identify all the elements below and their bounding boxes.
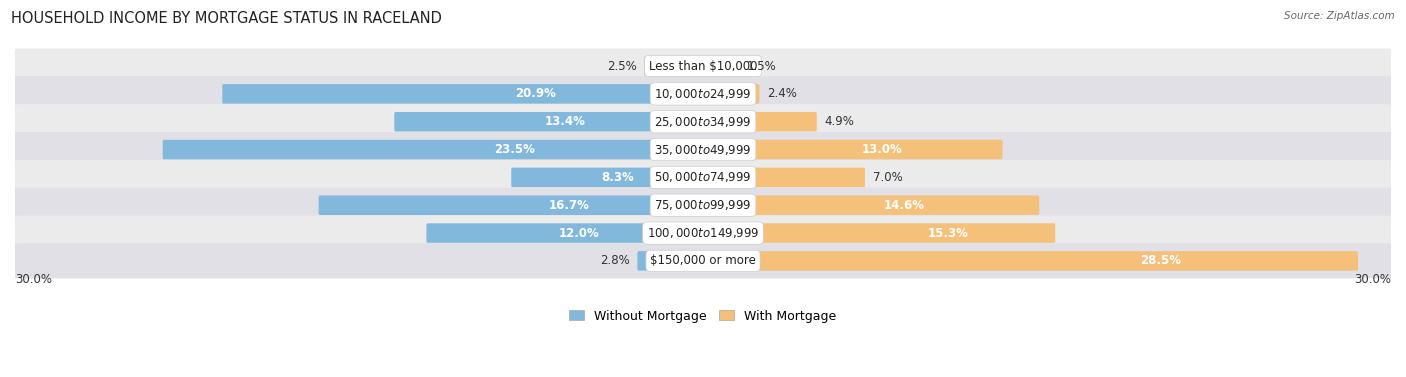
FancyBboxPatch shape — [14, 104, 1392, 139]
FancyBboxPatch shape — [394, 112, 704, 132]
Text: $75,000 to $99,999: $75,000 to $99,999 — [654, 198, 752, 212]
Legend: Without Mortgage, With Mortgage: Without Mortgage, With Mortgage — [564, 305, 842, 328]
FancyBboxPatch shape — [14, 188, 1392, 223]
Text: $150,000 or more: $150,000 or more — [650, 254, 756, 267]
FancyBboxPatch shape — [702, 84, 759, 104]
FancyBboxPatch shape — [702, 251, 1358, 271]
Text: $10,000 to $24,999: $10,000 to $24,999 — [654, 87, 752, 101]
Text: 16.7%: 16.7% — [548, 199, 589, 212]
Text: 2.4%: 2.4% — [768, 87, 797, 100]
Text: 13.4%: 13.4% — [544, 115, 585, 128]
FancyBboxPatch shape — [702, 196, 1039, 215]
FancyBboxPatch shape — [702, 168, 865, 187]
Text: 20.9%: 20.9% — [515, 87, 555, 100]
Text: 14.6%: 14.6% — [883, 199, 924, 212]
Text: 30.0%: 30.0% — [1354, 273, 1391, 286]
FancyBboxPatch shape — [702, 112, 817, 132]
FancyBboxPatch shape — [512, 168, 704, 187]
FancyBboxPatch shape — [702, 56, 738, 76]
Text: 13.0%: 13.0% — [862, 143, 903, 156]
FancyBboxPatch shape — [14, 216, 1392, 251]
Text: 1.5%: 1.5% — [747, 60, 776, 72]
FancyBboxPatch shape — [14, 243, 1392, 279]
Text: 12.0%: 12.0% — [558, 227, 599, 239]
FancyBboxPatch shape — [644, 56, 704, 76]
Text: $50,000 to $74,999: $50,000 to $74,999 — [654, 170, 752, 184]
Text: 28.5%: 28.5% — [1140, 254, 1181, 267]
FancyBboxPatch shape — [14, 160, 1392, 195]
FancyBboxPatch shape — [14, 132, 1392, 167]
Text: 4.9%: 4.9% — [824, 115, 855, 128]
FancyBboxPatch shape — [14, 76, 1392, 112]
Text: HOUSEHOLD INCOME BY MORTGAGE STATUS IN RACELAND: HOUSEHOLD INCOME BY MORTGAGE STATUS IN R… — [11, 11, 441, 26]
Text: Source: ZipAtlas.com: Source: ZipAtlas.com — [1284, 11, 1395, 21]
FancyBboxPatch shape — [14, 49, 1392, 84]
FancyBboxPatch shape — [702, 140, 1002, 159]
Text: 7.0%: 7.0% — [873, 171, 903, 184]
Text: 2.8%: 2.8% — [600, 254, 630, 267]
FancyBboxPatch shape — [702, 223, 1056, 243]
Text: 8.3%: 8.3% — [600, 171, 634, 184]
Text: Less than $10,000: Less than $10,000 — [648, 60, 758, 72]
Text: 23.5%: 23.5% — [494, 143, 534, 156]
Text: 2.5%: 2.5% — [607, 60, 637, 72]
FancyBboxPatch shape — [426, 223, 704, 243]
FancyBboxPatch shape — [222, 84, 704, 104]
Text: $25,000 to $34,999: $25,000 to $34,999 — [654, 115, 752, 129]
Text: 30.0%: 30.0% — [15, 273, 52, 286]
Text: 15.3%: 15.3% — [928, 227, 969, 239]
Text: $35,000 to $49,999: $35,000 to $49,999 — [654, 143, 752, 156]
FancyBboxPatch shape — [163, 140, 704, 159]
Text: $100,000 to $149,999: $100,000 to $149,999 — [647, 226, 759, 240]
FancyBboxPatch shape — [637, 251, 704, 271]
FancyBboxPatch shape — [319, 196, 704, 215]
